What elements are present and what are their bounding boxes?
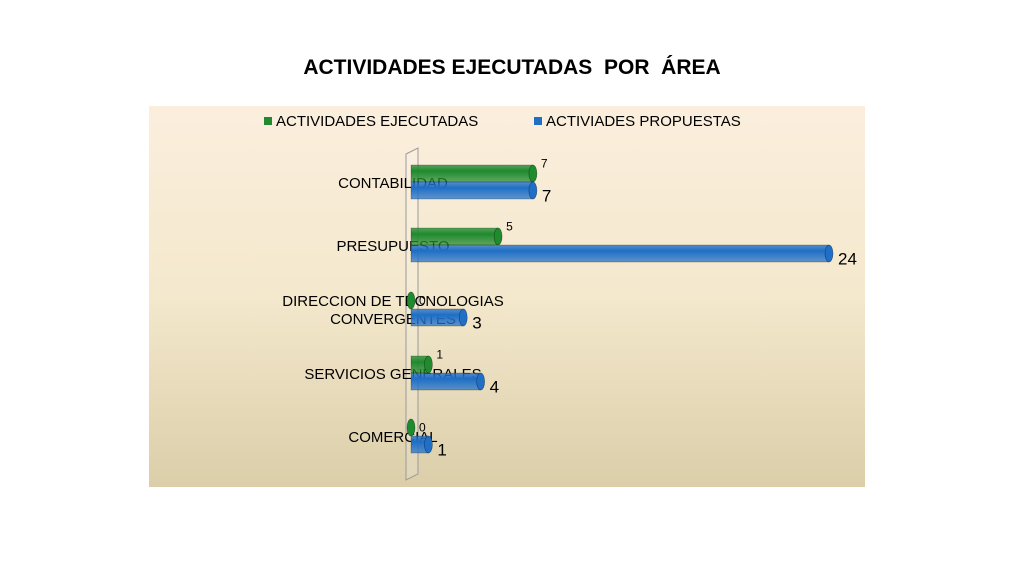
bar-cap-proposed: [528, 181, 538, 200]
bar-cap-proposed: [824, 244, 834, 263]
bar-proposed: [410, 372, 481, 391]
data-label-executed: 5: [506, 220, 513, 234]
legend-swatch-2: [534, 117, 542, 125]
bar-cap-executed: [528, 164, 538, 183]
bar-executed: [410, 164, 534, 183]
bar-cap-proposed: [424, 435, 433, 454]
data-label-proposed: 3: [472, 314, 481, 333]
legend-label-2: ACTIVIADES PROPUESTAS: [546, 113, 741, 130]
data-label-executed: 0: [419, 421, 426, 435]
data-label-proposed: 1: [437, 441, 446, 460]
legend-label-1: ACTIVIDADES EJECUTADAS: [276, 113, 478, 130]
data-label-executed: 1: [436, 348, 443, 362]
bar-cap-executed: [406, 418, 416, 437]
bar-executed: [410, 227, 499, 246]
bar-proposed: [410, 244, 830, 263]
data-label-proposed: 4: [490, 378, 499, 397]
data-label-proposed: 7: [542, 187, 551, 206]
bar-proposed: [410, 308, 464, 327]
data-label-proposed: 24: [838, 250, 857, 269]
bar-cap-executed: [493, 227, 503, 246]
legend-swatch-1: [264, 117, 272, 125]
data-label-executed: 0: [419, 294, 426, 308]
bar-cap-executed: [424, 355, 433, 374]
bar-proposed: [410, 181, 534, 200]
bar-cap-proposed: [476, 372, 485, 391]
category-label: DIRECCION DE TECNOLOGIAS: [282, 293, 503, 310]
bar-chart: ACTIVIDADES EJECUTADAS ACTIVIADES PROPUES…: [264, 113, 857, 481]
bar-cap-proposed: [458, 308, 468, 327]
chart-title: ACTIVIDADES EJECUTADAS POR ÁREA: [303, 56, 721, 79]
data-label-executed: 7: [541, 157, 548, 171]
bar-cap-executed: [406, 291, 416, 310]
